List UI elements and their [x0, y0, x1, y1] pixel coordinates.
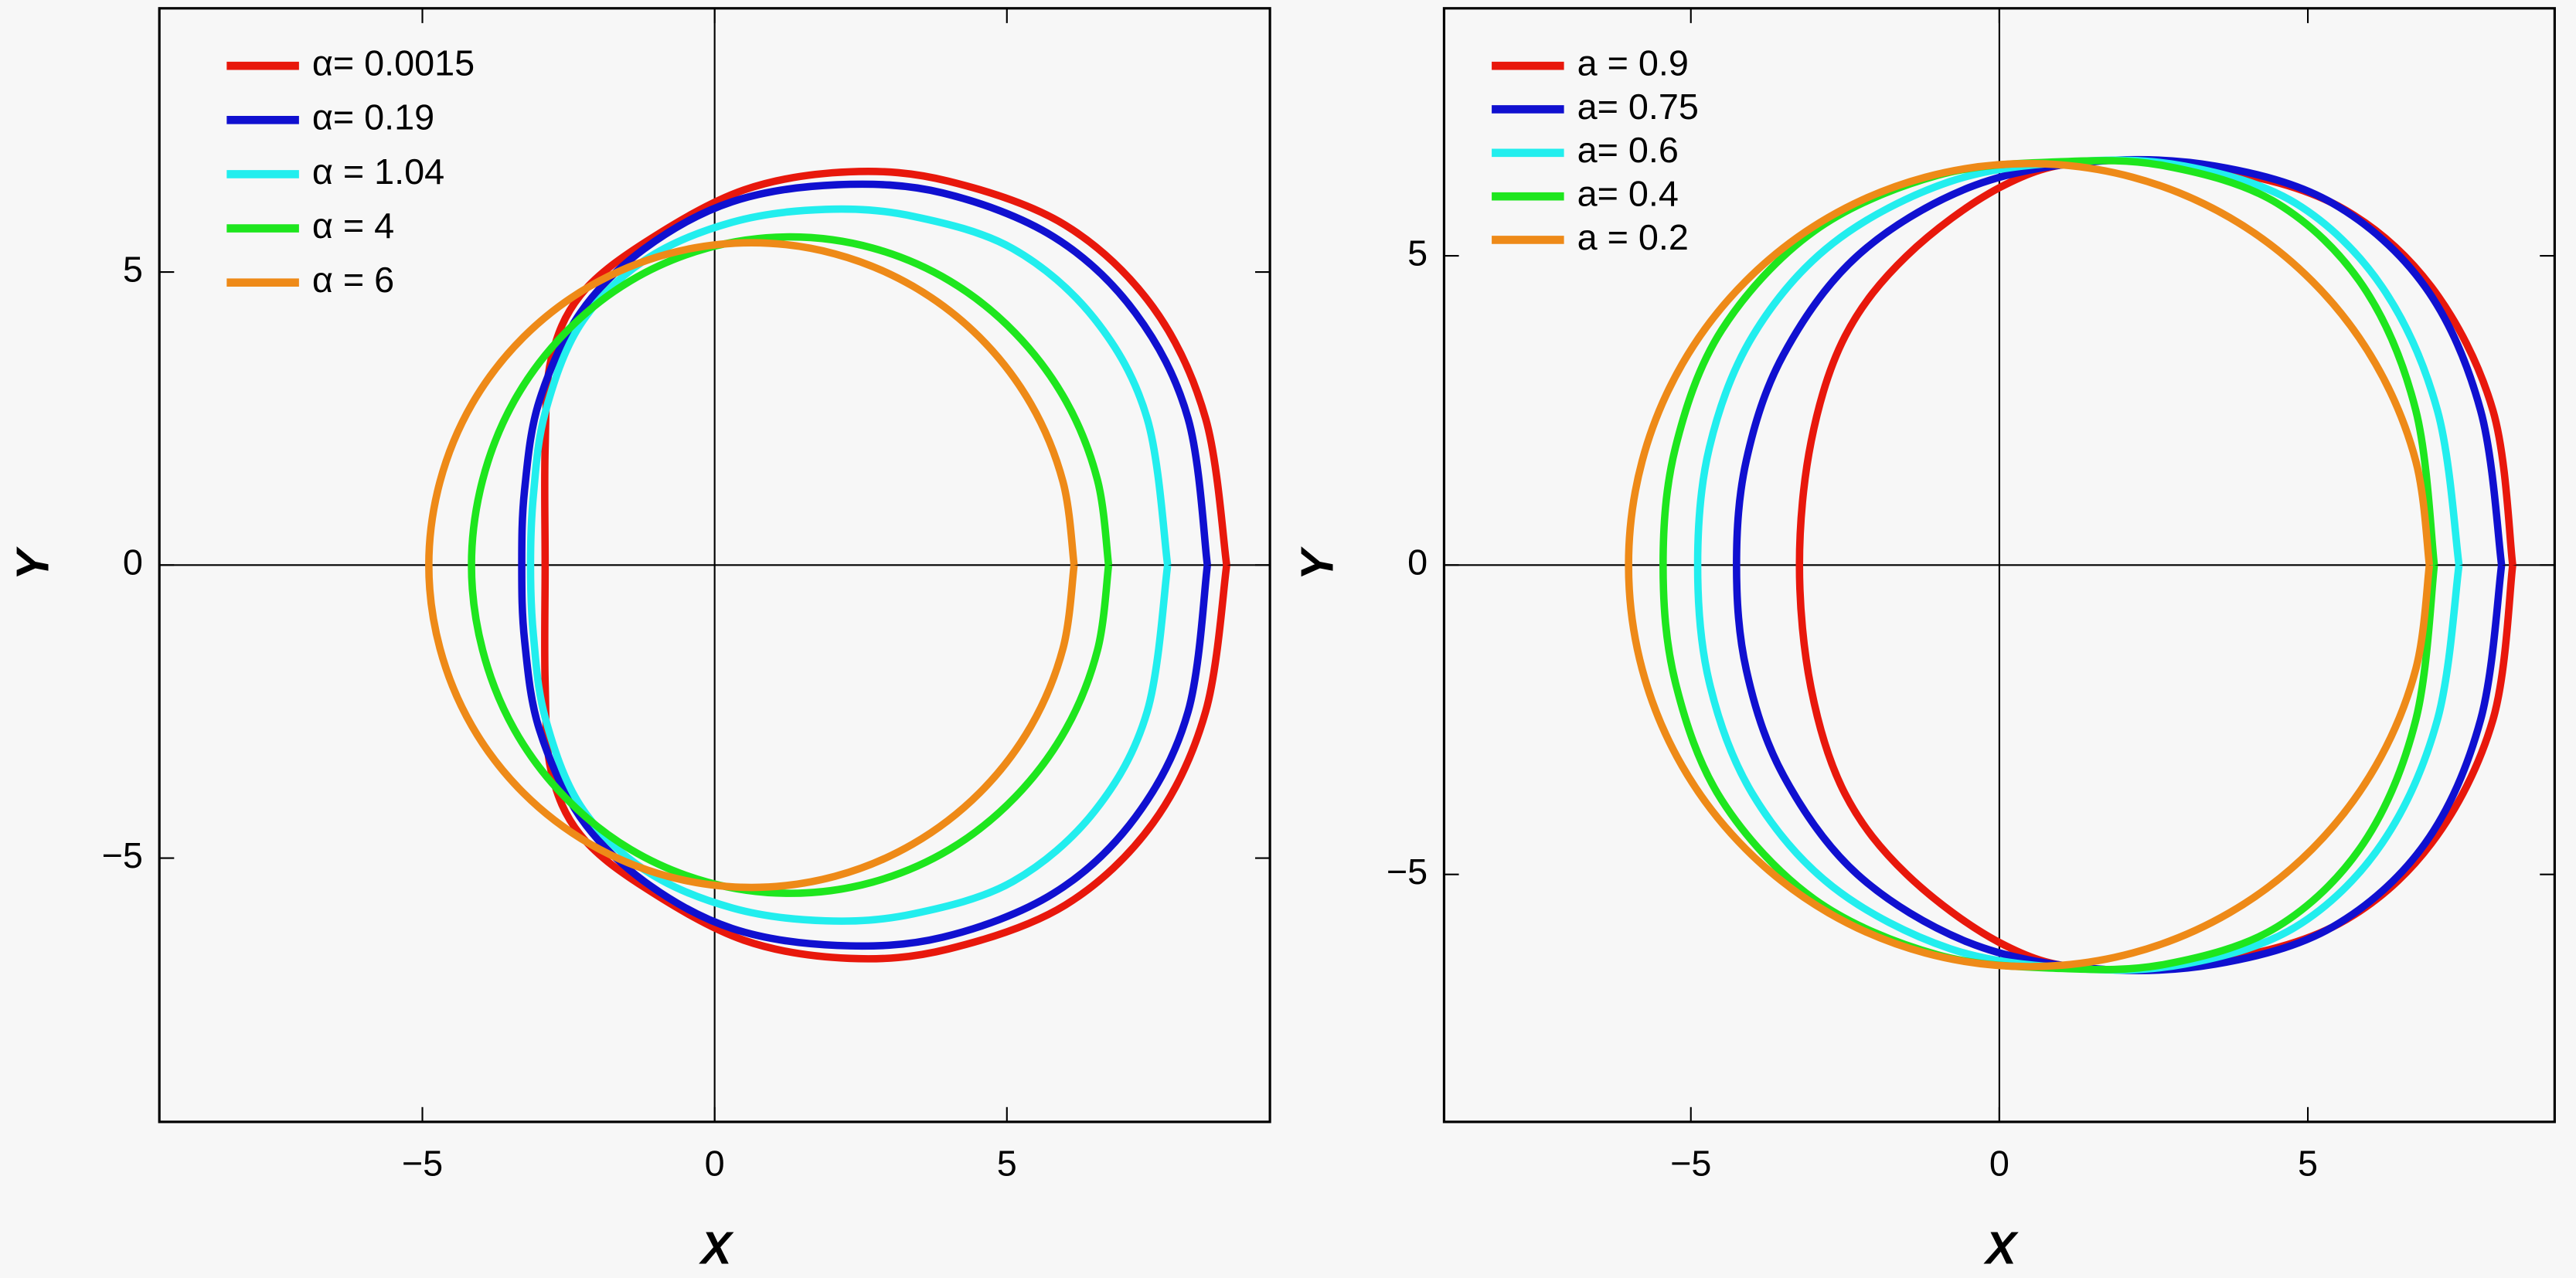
- curve: [1659, 157, 2438, 974]
- legend-label: α= 0.19: [312, 97, 434, 138]
- y-tick-label: 5: [1407, 233, 1428, 273]
- y-tick-label: −5: [102, 835, 143, 875]
- x-tick-label: −5: [402, 1144, 443, 1184]
- y-tick-label: 5: [123, 249, 143, 289]
- curve: [1625, 159, 2434, 970]
- legend-label: α = 4: [312, 206, 394, 246]
- curve: [425, 239, 1078, 892]
- x-axis-label: X: [699, 1222, 734, 1274]
- x-tick-label: 0: [705, 1144, 725, 1184]
- y-axis-label: Y: [6, 546, 58, 580]
- legend-label: a = 0.9: [1577, 43, 1689, 83]
- y-tick-label: 0: [1407, 542, 1428, 583]
- legend-label: a= 0.75: [1577, 87, 1699, 127]
- legend-label: α= 0.0015: [312, 43, 475, 83]
- x-axis-label: X: [1983, 1222, 2019, 1274]
- curve: [1733, 155, 2506, 974]
- x-tick-label: −5: [1670, 1144, 1711, 1184]
- x-tick-label: 5: [2298, 1144, 2318, 1184]
- curve: [518, 180, 1211, 950]
- curve: [1693, 156, 2463, 974]
- y-tick-label: 0: [123, 542, 143, 583]
- curve: [468, 233, 1113, 897]
- y-tick-label: −5: [1387, 851, 1428, 892]
- legend-label: a = 0.2: [1577, 217, 1689, 257]
- legend-label: α = 1.04: [312, 151, 444, 192]
- x-tick-label: 5: [997, 1144, 1017, 1184]
- y-axis-label: Y: [1291, 546, 1343, 580]
- plot-frame: [1442, 7, 2556, 1123]
- x-tick-label: 0: [1989, 1144, 2009, 1184]
- plot-frame: [158, 7, 1271, 1123]
- curve: [526, 205, 1172, 925]
- legend-label: a= 0.4: [1577, 174, 1679, 214]
- curve: [540, 168, 1230, 963]
- legend-label: a= 0.6: [1577, 130, 1679, 170]
- legend-label: α = 6: [312, 260, 394, 300]
